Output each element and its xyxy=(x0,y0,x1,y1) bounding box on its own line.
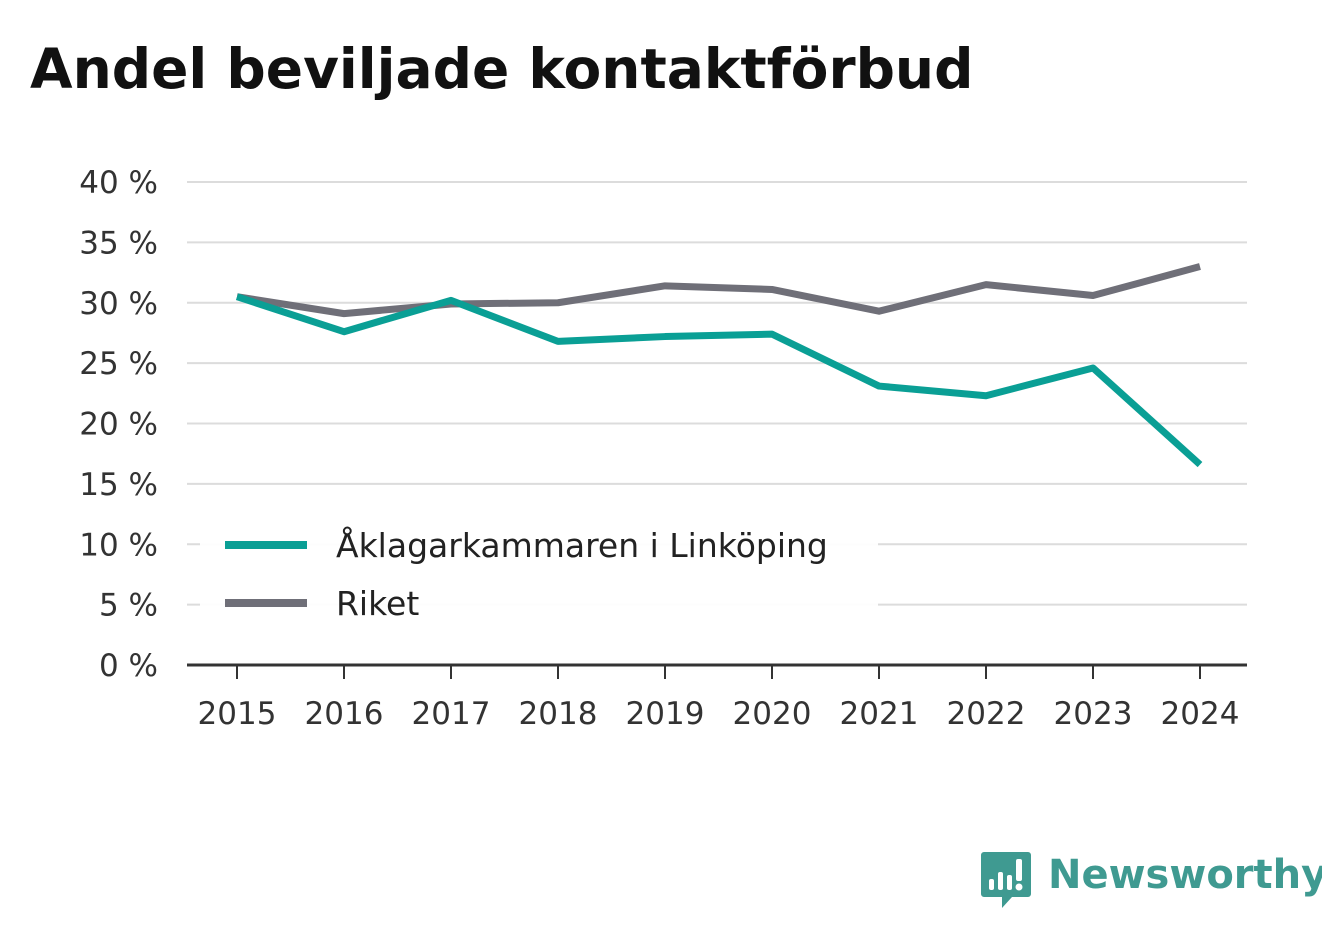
y-tick-label: 40 % xyxy=(79,165,158,201)
legend-background xyxy=(200,515,878,633)
chart-title: Andel beviljade kontaktförbud xyxy=(30,37,974,101)
x-tick-label: 2019 xyxy=(626,696,705,732)
legend-label: Åklagarkammaren i Linköping xyxy=(336,525,828,565)
x-tick-label: 2015 xyxy=(198,696,277,732)
brand-logo: Newsworthy xyxy=(980,850,1322,912)
y-tick-label: 0 % xyxy=(99,648,158,684)
x-tick-label: 2024 xyxy=(1161,696,1240,732)
legend-label: Riket xyxy=(336,584,419,623)
x-tick-label: 2023 xyxy=(1054,696,1133,732)
x-tick-label: 2022 xyxy=(947,696,1026,732)
y-tick-label: 5 % xyxy=(99,588,158,624)
series-line-0 xyxy=(235,293,1203,468)
y-tick-label: 10 % xyxy=(79,527,158,563)
x-tick-label: 2017 xyxy=(412,696,491,732)
y-tick-label: 35 % xyxy=(79,225,158,261)
brand-name: Newsworthy xyxy=(1048,852,1322,898)
series-line-1 xyxy=(236,263,1201,318)
y-tick-label: 20 % xyxy=(79,407,158,443)
x-tick-label: 2016 xyxy=(305,696,384,732)
legend: Åklagarkammaren i Linköping Riket xyxy=(200,515,878,633)
y-axis-ticks: 0 % 5 % 10 % 15 % 20 % 25 % 30 % 35 % 40 % xyxy=(79,165,158,684)
x-tick-label: 2018 xyxy=(519,696,598,732)
x-axis-ticks: 2015 2016 2017 2018 2019 2020 2021 2022 2023 2024 xyxy=(198,665,1240,732)
series-lines xyxy=(235,263,1203,468)
x-tick-label: 2020 xyxy=(733,696,812,732)
y-tick-label: 25 % xyxy=(79,346,158,382)
y-tick-label: 15 % xyxy=(79,467,158,503)
y-tick-label: 30 % xyxy=(79,286,158,322)
x-tick-label: 2021 xyxy=(840,696,919,732)
newsworthy-logo-icon xyxy=(981,852,1031,908)
